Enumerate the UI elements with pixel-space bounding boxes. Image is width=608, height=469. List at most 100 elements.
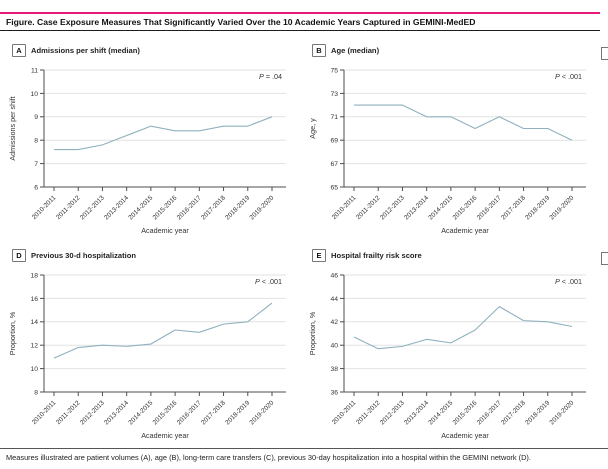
panel-d-chart: 8 10 12 14 16 18 2010-2011 2011-2012 2012-2013 20… <box>6 261 302 445</box>
svg-text:2014-2015: 2014-2015 <box>127 399 154 426</box>
svg-text:Academic year: Academic year <box>441 226 489 235</box>
panel-d-header: D Previous 30-d hospitalization <box>12 248 302 262</box>
svg-text:71: 71 <box>330 114 338 121</box>
svg-text:2016-2017: 2016-2017 <box>476 194 503 221</box>
panel-b-header: B Age (median) <box>312 43 602 57</box>
svg-text:18: 18 <box>30 272 38 279</box>
svg-text:65: 65 <box>330 184 338 191</box>
svg-text:2014-2015: 2014-2015 <box>427 194 454 221</box>
svg-text:P < .001: P < .001 <box>255 277 282 286</box>
svg-text:42: 42 <box>330 319 338 326</box>
svg-text:2013-2014: 2013-2014 <box>403 399 430 426</box>
svg-text:2015-2016: 2015-2016 <box>452 399 479 426</box>
svg-text:2012-2013: 2012-2013 <box>79 194 106 221</box>
svg-text:44: 44 <box>330 296 338 303</box>
svg-text:2016-2017: 2016-2017 <box>176 399 203 426</box>
panel-a-header: A Admissions per shift (median) <box>12 43 302 57</box>
panel-e-header: E Hospital frailty risk score <box>312 248 602 262</box>
svg-text:11: 11 <box>31 67 38 74</box>
svg-text:2010-2011: 2010-2011 <box>331 194 358 221</box>
svg-text:2012-2013: 2012-2013 <box>79 399 106 426</box>
svg-text:2019-2020: 2019-2020 <box>548 399 575 426</box>
svg-text:2018-2019: 2018-2019 <box>224 399 251 426</box>
svg-text:2017-2018: 2017-2018 <box>500 194 527 221</box>
svg-text:73: 73 <box>330 91 338 98</box>
svg-text:P < .001: P < .001 <box>555 277 582 286</box>
svg-text:2010-2011: 2010-2011 <box>331 399 358 426</box>
svg-text:2017-2018: 2017-2018 <box>200 194 227 221</box>
svg-text:Academic year: Academic year <box>441 431 489 440</box>
svg-text:16: 16 <box>30 296 38 303</box>
svg-text:2019-2020: 2019-2020 <box>248 194 275 221</box>
svg-text:2018-2019: 2018-2019 <box>524 399 551 426</box>
panel-b-chart: 65 67 69 71 73 75 2010-2011 2011-2012 2012-2013 2… <box>306 56 602 240</box>
accent-rule <box>0 12 600 14</box>
svg-text:P < .001: P < .001 <box>555 72 582 81</box>
svg-text:2011-2012: 2011-2012 <box>55 194 82 221</box>
svg-text:2019-2020: 2019-2020 <box>248 399 275 426</box>
panel-a: A Admissions per shift (median) 6 7 8 9 10 11… <box>6 43 302 240</box>
panel-a-title: Admissions per shift (median) <box>31 45 140 55</box>
svg-text:9: 9 <box>34 114 38 121</box>
svg-text:2018-2019: 2018-2019 <box>224 194 251 221</box>
cropped-panel-label-box-top <box>601 47 608 60</box>
svg-text:2013-2014: 2013-2014 <box>103 194 130 221</box>
svg-text:2010-2011: 2010-2011 <box>31 194 58 221</box>
svg-text:8: 8 <box>34 138 38 145</box>
panel-b-title: Age (median) <box>331 45 380 55</box>
panel-b: B Age (median) 65 67 69 71 73 75 2010-2011 2011… <box>306 43 602 240</box>
svg-text:2015-2016: 2015-2016 <box>152 399 179 426</box>
svg-text:6: 6 <box>34 184 38 191</box>
svg-text:2016-2017: 2016-2017 <box>476 399 503 426</box>
panel-e: E Hospital frailty risk score 36 38 40 42 44… <box>306 248 602 445</box>
svg-text:2012-2013: 2012-2013 <box>379 194 406 221</box>
panel-d-title: Previous 30-d hospitalization <box>31 250 137 260</box>
svg-text:2018-2019: 2018-2019 <box>524 194 551 221</box>
svg-text:14: 14 <box>30 319 38 326</box>
figure-title: Figure. Case Exposure Measures That Sign… <box>6 17 476 27</box>
panel-e-label-box: E <box>312 248 326 262</box>
svg-text:2019-2020: 2019-2020 <box>548 194 575 221</box>
svg-text:2011-2012: 2011-2012 <box>355 399 382 426</box>
svg-text:67: 67 <box>330 161 338 168</box>
svg-text:36: 36 <box>330 389 338 396</box>
svg-text:10: 10 <box>30 91 38 98</box>
svg-text:2014-2015: 2014-2015 <box>427 399 454 426</box>
svg-text:2011-2012: 2011-2012 <box>355 194 382 221</box>
panel-a-label-box: A <box>12 43 26 57</box>
svg-text:75: 75 <box>330 67 338 74</box>
svg-text:Proportion, %: Proportion, % <box>8 311 17 355</box>
svg-text:2015-2016: 2015-2016 <box>452 194 479 221</box>
panel-e-title: Hospital frailty risk score <box>331 250 422 260</box>
svg-text:46: 46 <box>330 272 338 279</box>
svg-text:2017-2018: 2017-2018 <box>500 399 527 426</box>
svg-text:2013-2014: 2013-2014 <box>103 399 130 426</box>
svg-text:12: 12 <box>30 343 38 350</box>
svg-text:2016-2017: 2016-2017 <box>176 194 203 221</box>
svg-text:2010-2011: 2010-2011 <box>31 399 58 426</box>
panel-row-bottom: D Previous 30-d hospitalization 8 10 12 14 1… <box>6 248 602 445</box>
svg-text:10: 10 <box>30 366 38 373</box>
svg-text:Proportion, %: Proportion, % <box>308 311 317 355</box>
panel-d-label-box: D <box>12 248 26 262</box>
svg-text:Age, y: Age, y <box>308 118 317 139</box>
svg-text:2012-2013: 2012-2013 <box>379 399 406 426</box>
svg-text:P = .04: P = .04 <box>259 72 282 81</box>
caption-divider <box>0 448 608 449</box>
svg-text:69: 69 <box>330 138 338 145</box>
panel-a-chart: 6 7 8 9 10 11 2010-2011 2011-2012 2012-2013 2013-… <box>6 56 302 240</box>
cropped-panel-label-box-bottom <box>601 252 608 265</box>
svg-text:8: 8 <box>34 389 38 396</box>
panel-d: D Previous 30-d hospitalization 8 10 12 14 1… <box>6 248 302 445</box>
svg-text:2013-2014: 2013-2014 <box>403 194 430 221</box>
svg-text:2017-2018: 2017-2018 <box>200 399 227 426</box>
svg-text:Admissions per shift: Admissions per shift <box>8 96 17 160</box>
svg-text:7: 7 <box>34 161 38 168</box>
svg-text:Academic year: Academic year <box>141 226 189 235</box>
panel-row-top: A Admissions per shift (median) 6 7 8 9 10 11… <box>6 43 602 240</box>
svg-text:2011-2012: 2011-2012 <box>55 399 82 426</box>
svg-text:38: 38 <box>330 366 338 373</box>
svg-text:2014-2015: 2014-2015 <box>127 194 154 221</box>
svg-text:2015-2016: 2015-2016 <box>152 194 179 221</box>
svg-text:40: 40 <box>330 343 338 350</box>
